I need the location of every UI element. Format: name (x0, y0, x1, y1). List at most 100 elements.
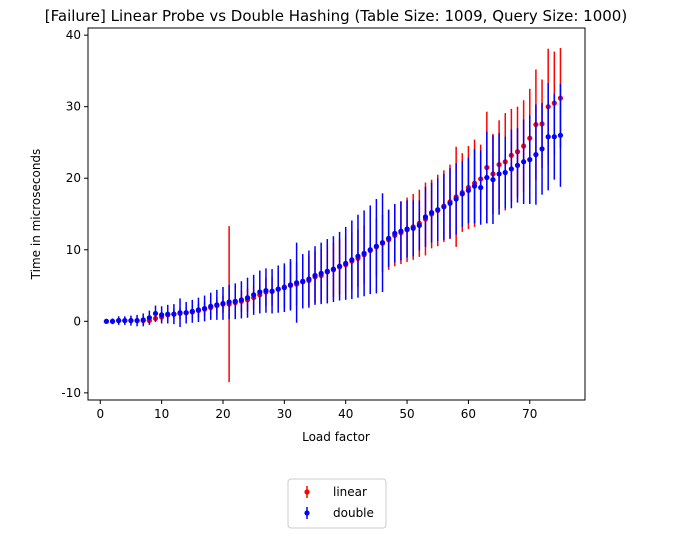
x-axis: 0 10 20 30 40 50 60 70 (96, 400, 537, 421)
double-point (398, 228, 404, 234)
legend-label: linear (333, 485, 367, 499)
double-point (275, 286, 281, 292)
double-point (527, 157, 533, 163)
double-point (238, 297, 244, 303)
y-tick-label: 10 (66, 243, 81, 257)
double-point (373, 243, 379, 249)
y-tick-label: 40 (66, 28, 81, 42)
double-point (103, 318, 110, 324)
double-point (134, 317, 140, 324)
double-point (404, 226, 410, 232)
double-point (521, 159, 527, 165)
double-point (140, 317, 146, 323)
double-point (152, 310, 159, 317)
double-point (263, 287, 269, 294)
double-point (545, 134, 551, 140)
double-point (336, 263, 343, 269)
double-point (257, 289, 263, 295)
x-tick-label: 10 (154, 407, 169, 421)
double-point (343, 260, 349, 266)
double-point (244, 295, 251, 301)
double-point (355, 253, 361, 259)
double-point (281, 285, 287, 291)
double-point (122, 317, 128, 324)
double-point (379, 240, 386, 246)
double-point (300, 278, 306, 284)
series-double (103, 83, 564, 328)
double-point (349, 257, 355, 263)
double-point (330, 266, 337, 272)
double-point (318, 270, 324, 276)
double-point (214, 302, 220, 308)
double-point (533, 152, 539, 158)
double-point (514, 162, 521, 168)
double-point (294, 280, 300, 286)
double-point (435, 207, 441, 213)
x-tick-label: 0 (96, 407, 104, 421)
x-tick-label: 50 (399, 407, 414, 421)
y-tick-label: 20 (66, 171, 81, 185)
double-point (484, 174, 490, 181)
chart-title: [Failure] Linear Probe vs Double Hashing… (45, 7, 627, 25)
x-tick-label: 30 (277, 407, 292, 421)
double-point (429, 209, 435, 216)
double-point (447, 200, 453, 206)
y-tick-label: -10 (61, 386, 81, 400)
double-point (416, 222, 422, 229)
double-point (539, 146, 545, 152)
legend-marker-point (304, 510, 310, 516)
double-point (441, 204, 447, 210)
x-axis-label: Load factor (302, 430, 370, 444)
x-tick-label: 40 (338, 407, 353, 421)
double-point (195, 307, 202, 313)
legend-frame (287, 478, 387, 529)
x-tick-label: 20 (215, 407, 230, 421)
double-point (502, 169, 508, 176)
double-point (251, 292, 257, 298)
plot-area (103, 48, 564, 383)
double-point (312, 272, 318, 279)
double-point (226, 299, 232, 305)
legend-label: double (333, 506, 374, 520)
double-point (367, 247, 373, 253)
double-point (171, 311, 177, 317)
double-point (306, 276, 312, 282)
legend: linear double (287, 478, 387, 529)
double-point (496, 171, 502, 177)
double-point (201, 305, 208, 312)
double-point (551, 134, 557, 140)
double-point (128, 317, 134, 324)
double-point (361, 250, 367, 256)
double-point (159, 312, 165, 318)
double-point (189, 308, 195, 314)
double-point (490, 177, 496, 183)
double-point (287, 282, 294, 288)
double-point (183, 310, 189, 316)
double-point (459, 191, 465, 197)
double-point (471, 183, 478, 189)
double-point (220, 300, 226, 307)
double-point (269, 288, 275, 294)
double-point (508, 166, 514, 172)
double-point (453, 196, 459, 202)
x-tick-label: 70 (522, 407, 537, 421)
legend-marker-point (304, 489, 310, 495)
y-axis-label: Time in microseconds (29, 149, 43, 281)
double-point (422, 214, 429, 220)
legend-item-linear: linear (304, 485, 367, 499)
double-point (557, 132, 564, 138)
y-axis: -10 0 10 20 30 40 (61, 28, 88, 400)
double-point (324, 268, 330, 274)
double-point (386, 235, 392, 241)
double-point (392, 230, 398, 236)
axes-frame (87, 27, 586, 401)
double-point (116, 317, 122, 324)
y-tick-label: 0 (73, 314, 81, 328)
double-point (232, 298, 238, 304)
double-point (146, 315, 152, 321)
y-tick-label: 30 (66, 100, 81, 114)
double-point (410, 225, 416, 231)
double-point (177, 310, 183, 316)
legend-item-double: double (304, 506, 374, 520)
